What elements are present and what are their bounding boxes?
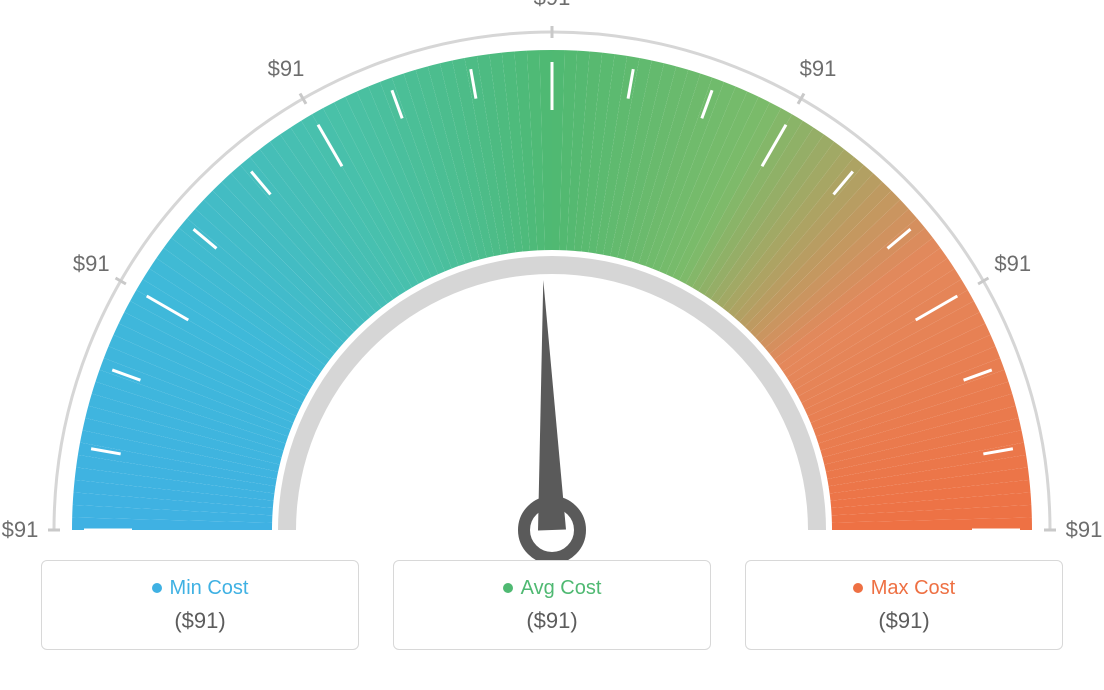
gauge-chart: $91 $91 $91 $91 $91 $91 $91 [0, 0, 1104, 560]
legend-value-min: ($91) [174, 608, 225, 634]
legend-row: Min Cost ($91) Avg Cost ($91) Max Cost (… [0, 560, 1104, 650]
gauge-tick-label: $91 [1066, 517, 1103, 543]
legend-dot-max [853, 583, 863, 593]
legend-dot-avg [503, 583, 513, 593]
legend-label-min: Min Cost [170, 577, 249, 600]
legend-card-avg: Avg Cost ($91) [393, 560, 711, 650]
gauge-tick-label: $91 [994, 251, 1031, 277]
gauge-tick-label: $91 [268, 56, 305, 82]
gauge-tick-label: $91 [2, 517, 39, 543]
gauge-tick-label: $91 [800, 56, 837, 82]
legend-title-min: Min Cost [152, 577, 249, 600]
legend-value-avg: ($91) [526, 608, 577, 634]
legend-card-max: Max Cost ($91) [745, 560, 1063, 650]
legend-label-avg: Avg Cost [521, 577, 602, 600]
gauge-tick-label: $91 [534, 0, 571, 11]
legend-card-min: Min Cost ($91) [41, 560, 359, 650]
legend-label-max: Max Cost [871, 577, 955, 600]
legend-value-max: ($91) [878, 608, 929, 634]
gauge-svg [0, 0, 1104, 560]
legend-dot-min [152, 583, 162, 593]
gauge-tick-label: $91 [73, 251, 110, 277]
legend-title-avg: Avg Cost [503, 577, 602, 600]
legend-title-max: Max Cost [853, 577, 955, 600]
